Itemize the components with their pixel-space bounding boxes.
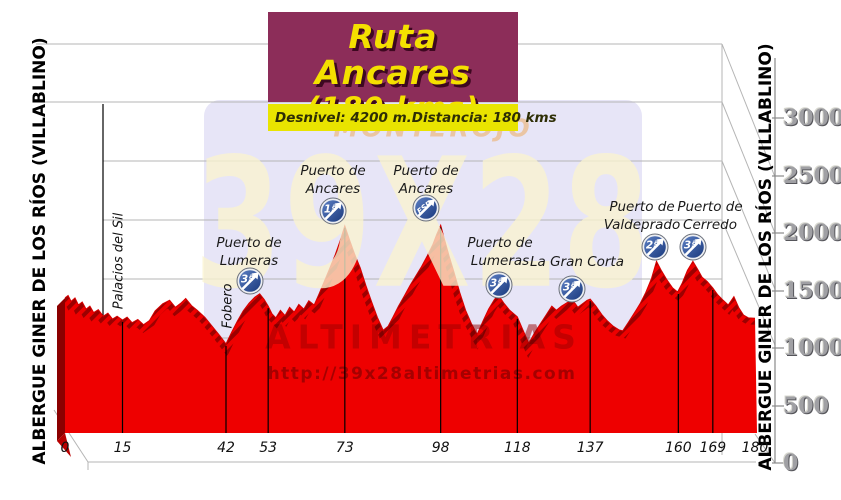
y-tick-2000: 2000: [783, 220, 841, 246]
watermark-altimetrias: ALTIMETRIAS: [265, 317, 583, 357]
town-label: Palacios del Sil: [111, 212, 127, 310]
svg-text:3ª: 3ª: [241, 274, 254, 286]
relief-area: [57, 223, 757, 457]
town-label: Fobero: [220, 283, 236, 329]
y-tick-2500: 2500: [783, 162, 841, 189]
right-axis-title: ALBERGUE GINER DE LOS RÍOS (VILLABLINO): [756, 43, 776, 471]
climb-label: Puerto de Valdeprado: [603, 199, 681, 233]
value-axis: [772, 58, 784, 464]
climb-label: La Gran Corta: [529, 254, 625, 270]
category-badge-ESP: ESP: [412, 194, 440, 222]
climb-label: Puerto de Ancares: [393, 163, 459, 197]
y-tick-1500: 1500: [783, 277, 841, 304]
y-tick-1000: 1000: [783, 335, 841, 361]
desnivel-stat: Desnivel: 4200 m.: [275, 109, 412, 126]
svg-text:2ª: 2ª: [646, 240, 659, 252]
x-tick-53: 53: [259, 440, 278, 456]
category-badge-3ª: 3ª: [679, 233, 707, 261]
x-tick-160: 160: [664, 440, 692, 456]
climb-label: Puerto de Cerredo: [677, 199, 743, 233]
x-tick-180: 180: [741, 440, 769, 456]
climb-label: Puerto de Lumeras: [467, 235, 533, 269]
category-badge-3ª: 3ª: [236, 267, 264, 295]
y-tick-500: 500: [783, 392, 829, 419]
y-tick-3000: 3000: [783, 105, 841, 131]
stats-strip: Desnivel: 4200 m. Distancia: 180 kms: [268, 104, 557, 131]
svg-text:3ª: 3ª: [563, 282, 576, 294]
x-tick-137: 137: [576, 440, 604, 456]
category-badge-3ª: 3ª: [558, 275, 586, 303]
svg-text:3ª: 3ª: [490, 278, 503, 290]
x-tick-169: 169: [699, 440, 727, 456]
x-tick-73: 73: [335, 440, 354, 456]
left-axis-title: ALBERGUE GINER DE LOS RÍOS (VILLABLINO): [30, 37, 50, 465]
x-tick-118: 118: [503, 440, 531, 456]
svg-text:3ª: 3ª: [684, 240, 697, 252]
distancia-stat: Distancia: 180 kms: [411, 109, 557, 126]
climb-label: Puerto de Ancares: [300, 163, 366, 197]
climb-label: Puerto de Lumeras: [216, 235, 282, 269]
x-tick-0: 0: [60, 440, 70, 456]
x-tick-42: 42: [217, 440, 235, 456]
category-badge-3ª: 3ª: [485, 271, 513, 299]
watermark-url: http://39x28altimetrias.com: [267, 364, 577, 384]
gridlines: [36, 43, 776, 470]
svg-text:1ª: 1ª: [324, 204, 337, 216]
y-tick-0: 0: [783, 450, 799, 476]
category-badge-2ª: 2ª: [641, 233, 669, 261]
x-tick-98: 98: [431, 440, 450, 456]
title-box: Ruta Ancares (180 kms): [268, 12, 518, 125]
route-title: Ruta Ancares: [314, 17, 472, 92]
category-badge-1ª: 1ª: [319, 197, 347, 225]
x-tick-15: 15: [113, 440, 132, 456]
